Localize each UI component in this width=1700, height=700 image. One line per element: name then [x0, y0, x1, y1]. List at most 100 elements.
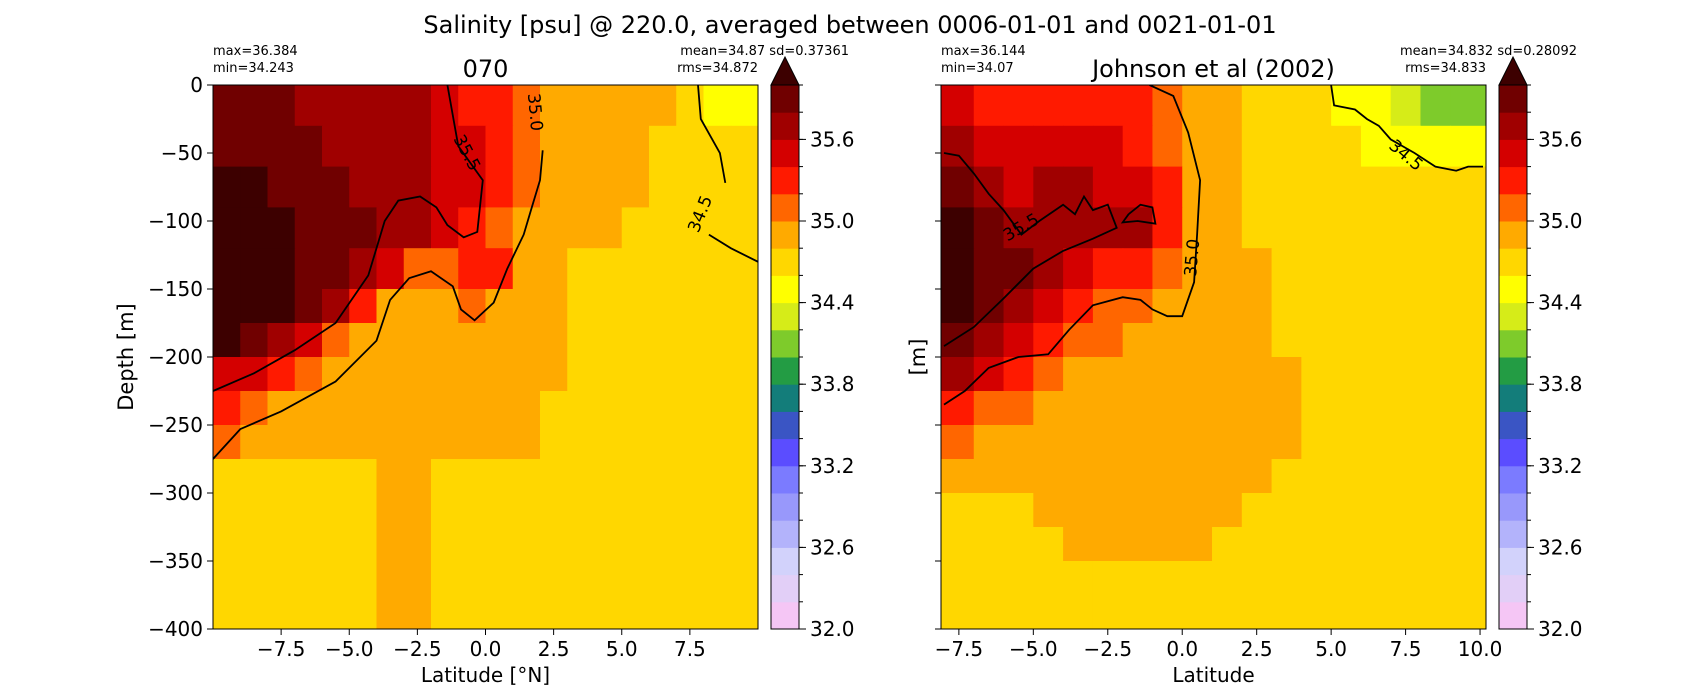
heatmap-cell [1063, 248, 1094, 290]
heatmap-cell [1003, 357, 1034, 392]
heatmap-cell [1420, 493, 1451, 528]
heatmap-cell [240, 125, 269, 168]
heatmap-cell [213, 323, 241, 358]
left-y-axis: 0 −50 −100 −150 −200 −250 −300 −350 −400 [148, 73, 213, 641]
heatmap-cell [294, 493, 323, 562]
heatmap-cell [1331, 248, 1362, 290]
heatmap-cell [1450, 493, 1486, 528]
heatmap-cell [294, 357, 323, 392]
heatmap-cell [1420, 85, 1451, 127]
heatmap-cell [431, 391, 459, 426]
heatmap-cell [1390, 459, 1422, 494]
heatmap-cell [322, 207, 350, 249]
heatmap-cell [540, 459, 568, 494]
heatmap-cell [1182, 527, 1213, 562]
heatmap-cell [1241, 561, 1273, 629]
heatmap-cell [1301, 459, 1332, 494]
heatmap-cell [1360, 391, 1392, 426]
heatmap-cell [267, 493, 296, 562]
heatmap-cell [512, 561, 541, 629]
right-y-axis [935, 84, 941, 630]
heatmap-cell [1212, 493, 1243, 528]
heatmap-cell [621, 323, 650, 358]
heatmap-cell [485, 391, 514, 426]
heatmap-cell [540, 561, 568, 629]
colorbar-tick-label: 35.6 [1538, 127, 1583, 151]
heatmap-cell [540, 357, 568, 392]
heatmap-cell [1182, 493, 1213, 528]
heatmap-cell [973, 459, 1005, 494]
heatmap-cell [594, 323, 623, 358]
heatmap-cell [1390, 85, 1422, 127]
heatmap-cell [649, 207, 677, 249]
heatmap-cell [458, 425, 487, 460]
heatmap-cell [1003, 493, 1034, 528]
heatmap-cell [1271, 561, 1302, 629]
heatmap-cell [1331, 561, 1362, 629]
heatmap-cell [941, 85, 975, 127]
heatmap-cell [973, 166, 1005, 208]
heatmap-cell [322, 85, 350, 127]
heatmap-cell [941, 248, 975, 290]
colorbar-swatch [1499, 493, 1527, 521]
heatmap-cell [567, 357, 596, 392]
heatmap-cell [403, 493, 432, 562]
heatmap-cell [431, 561, 459, 629]
heatmap-cell [1450, 207, 1486, 249]
heatmap-cell [294, 425, 323, 460]
heatmap-cell [1301, 561, 1332, 629]
heatmap-cell [1212, 207, 1243, 249]
heatmap-cell [1271, 85, 1302, 127]
colorbar-swatch [771, 384, 799, 412]
heatmap-cell [512, 248, 541, 290]
heatmap-cell [567, 207, 596, 249]
heatmap-cell [1390, 248, 1422, 290]
x-tick-label: 10.0 [1458, 637, 1503, 661]
heatmap-cell [1212, 357, 1243, 392]
heatmap-cell [1092, 125, 1124, 168]
heatmap-cell [973, 561, 1005, 629]
heatmap-cell [703, 459, 732, 494]
heatmap-cell [403, 85, 432, 127]
right-panel-title: Johnson et al (2002) [1090, 55, 1335, 83]
x-tick-label: −2.5 [1083, 637, 1132, 661]
x-tick-label: 5.0 [1315, 637, 1347, 661]
heatmap-cell [294, 289, 323, 324]
heatmap-cell [1420, 561, 1451, 629]
heatmap-cell [540, 493, 568, 562]
heatmap-cell [1331, 125, 1362, 168]
heatmap-cell [376, 425, 405, 460]
colorbar-swatch [771, 601, 799, 630]
colorbar-extend-triangle [1498, 55, 1528, 86]
contour-line-35-5 [1120, 203, 1157, 225]
heatmap-cell [1301, 166, 1332, 208]
colorbar-swatch [771, 493, 799, 521]
colorbar-tick-label: 35.0 [1538, 209, 1583, 233]
heatmap-cell [1331, 391, 1362, 426]
heatmap-cell [676, 323, 705, 358]
heatmap-cell [594, 289, 623, 324]
heatmap-cell [376, 166, 405, 208]
heatmap-cell [512, 425, 541, 460]
colorbar-extend-triangle [770, 55, 800, 86]
heatmap-cell [1241, 85, 1273, 127]
heatmap-cell [1003, 85, 1034, 127]
heatmap-cell [213, 125, 241, 168]
heatmap-cell [376, 207, 405, 249]
heatmap-cell [1420, 166, 1451, 208]
heatmap-cell [1212, 248, 1243, 290]
colorbar-tick-label: 33.8 [1538, 372, 1583, 396]
heatmap-cell [1360, 425, 1392, 460]
heatmap-cell [1420, 248, 1451, 290]
heatmap-cell [1182, 425, 1213, 460]
heatmap-cell [621, 391, 650, 426]
heatmap-cell [730, 323, 758, 358]
heatmap-cell [540, 289, 568, 324]
heatmap-cell [1182, 561, 1213, 629]
heatmap-cell [240, 425, 269, 460]
heatmap-cell [431, 207, 459, 249]
heatmap-cell [1152, 125, 1183, 168]
heatmap-cell [1092, 561, 1124, 629]
heatmap-cell [1450, 289, 1486, 324]
left-panel-title: 070 [463, 55, 509, 83]
